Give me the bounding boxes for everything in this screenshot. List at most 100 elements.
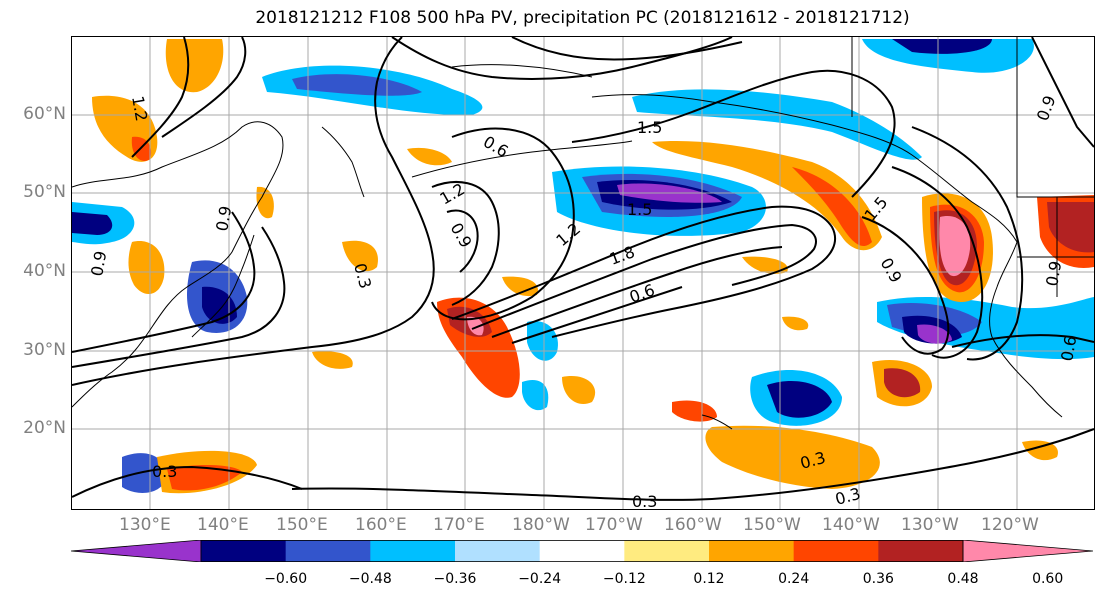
lat-label-20n: 20°N <box>23 418 66 438</box>
pv-label: 0.9 <box>212 204 235 232</box>
shading-orange-midpac <box>562 376 596 405</box>
colorbar-segment <box>793 540 879 562</box>
colorbar-tick-label: 0.60 <box>1032 571 1064 587</box>
colorbar-tick-label: −0.36 <box>433 571 477 587</box>
colorbar-segment <box>709 540 795 562</box>
shading-pink-dateline <box>467 316 484 336</box>
positive-precip-shading <box>92 39 1094 494</box>
pv-contour-far-east <box>1031 37 1094 148</box>
lon-label-150e: 150°E <box>276 515 328 535</box>
pv-contour-coast-west <box>951 334 1094 348</box>
lon-label-170e: 170°E <box>433 515 485 535</box>
lon-label-140w: 140°W <box>822 515 880 535</box>
lon-label-140e: 140°E <box>197 515 249 535</box>
map-panel: 1.2 1.5 0.6 0.9 1.2 1.5 1.8 0.6 1.2 0.9 … <box>71 36 1095 510</box>
colorbar-tick-label: 0.36 <box>862 571 894 587</box>
shading-orange-small-4 <box>782 316 809 331</box>
colorbar-segment <box>539 540 625 562</box>
pv-contour-0.3-north <box>72 37 435 386</box>
lon-label-180w: 180°W <box>512 515 570 535</box>
figure-title: 2018121212 F108 500 hPa PV, precipitatio… <box>255 8 910 28</box>
colorbar-extend-low <box>70 539 202 563</box>
coastline-alaska <box>591 94 1018 243</box>
coastline-north-america <box>989 241 1063 418</box>
colorbar-segment <box>624 540 710 562</box>
coastline-hawaii <box>701 414 733 430</box>
pv-contour-trough-east-1 <box>861 216 950 355</box>
shading-navy-japan-west <box>72 212 113 235</box>
pv-label: 0.9 <box>87 249 110 277</box>
pv-contour-trough-east-2 <box>891 166 984 359</box>
pv-contour-jet-4 <box>511 286 683 344</box>
lat-label-60n: 60°N <box>23 104 66 124</box>
colorbar-tick-label: −0.24 <box>518 571 562 587</box>
shading-orange-far-east <box>1022 440 1058 461</box>
lon-label-120w: 120°W <box>981 515 1039 535</box>
colorbar <box>70 539 1094 563</box>
pv-contour-jet-3 <box>491 246 783 338</box>
shading-firebrick-canada <box>1047 202 1094 253</box>
colorbar-segment <box>455 540 541 562</box>
lon-label-160w: 160°W <box>664 515 722 535</box>
pv-contour-asia-2 <box>72 211 256 353</box>
colorbar-segment <box>878 540 964 562</box>
boundary-canada-us <box>851 37 1094 198</box>
colorbar-svg <box>70 539 1094 563</box>
lat-label-30n: 30°N <box>23 340 66 360</box>
colorbar-segment <box>370 540 456 562</box>
shading-blue-small-midpac <box>527 321 558 361</box>
pv-contour-0.6-a <box>431 127 575 321</box>
pv-label: 0.3 <box>152 462 177 481</box>
pv-contour-trough-east-3 <box>911 126 1024 361</box>
pv-label: 0.6 <box>480 132 512 161</box>
colorbar-tick-label: −0.48 <box>348 571 392 587</box>
lon-label-130e: 130°E <box>119 515 171 535</box>
shading-darkblue-gulf-alaska <box>292 74 422 96</box>
coastline-kamchatka <box>321 126 365 198</box>
pv-label: 0.6 <box>1057 334 1080 362</box>
colorbar-extend-high <box>962 539 1094 563</box>
pv-contour-0.9-a <box>431 181 500 306</box>
pv-contour-jet-1 <box>451 205 837 338</box>
shading-orangered-hawaii <box>672 400 717 422</box>
pv-contour-jet-2 <box>471 223 817 330</box>
shading-pink-ne-pacific <box>939 216 971 277</box>
colorbar-segments <box>70 539 1094 563</box>
coastline-arctic <box>451 64 593 78</box>
shading-orangered-gulf-alaska <box>792 167 872 247</box>
colorbar-tick-label: −0.12 <box>602 571 646 587</box>
pv-contour-1.2-a <box>446 209 479 273</box>
pv-label: 0.6 <box>627 280 657 307</box>
shading-orange-japan-sw <box>128 241 165 295</box>
pv-label: 0.3 <box>632 492 657 509</box>
lon-label-160e: 160°E <box>355 515 407 535</box>
shading-navy-arctic <box>892 39 992 54</box>
coastline-aleutians <box>411 140 633 178</box>
pv-label: 0.9 <box>447 220 476 252</box>
shading-purple-west-coast <box>917 324 952 344</box>
pv-contour-0.3-lower <box>72 465 303 498</box>
coastline-asia <box>72 121 284 408</box>
pv-contour-asia-3 <box>161 37 247 138</box>
pv-label: 0.9 <box>1042 259 1065 287</box>
lon-label-130w: 130°W <box>901 515 959 535</box>
pv-contour-0.3-south <box>291 428 1094 501</box>
pv-label: 0.9 <box>1033 93 1060 123</box>
shading-orange-small-2 <box>502 276 538 297</box>
pv-label: 1.5 <box>637 118 662 137</box>
pv-contour-trough-west <box>571 69 896 198</box>
pv-contours <box>72 37 1094 501</box>
colorbar-tick-label: 0.24 <box>778 571 810 587</box>
shading-blue-south-west <box>122 453 167 493</box>
pv-contour-asia-4 <box>131 37 190 158</box>
map-canvas: 1.2 1.5 0.6 0.9 1.2 1.5 1.8 0.6 1.2 0.9 … <box>72 37 1094 509</box>
colorbar-segment <box>201 540 287 562</box>
shading-orange-west-central <box>342 240 378 272</box>
map-gridlines <box>72 37 1094 509</box>
shading-firebrick-east-pac <box>884 368 921 398</box>
shading-orange-north-west <box>165 39 224 93</box>
pv-label: 1.2 <box>552 219 584 250</box>
colorbar-tick-label: −0.60 <box>264 571 308 587</box>
pv-label: 1.5 <box>627 200 652 219</box>
shading-orange-gulf-alaska <box>652 141 882 251</box>
